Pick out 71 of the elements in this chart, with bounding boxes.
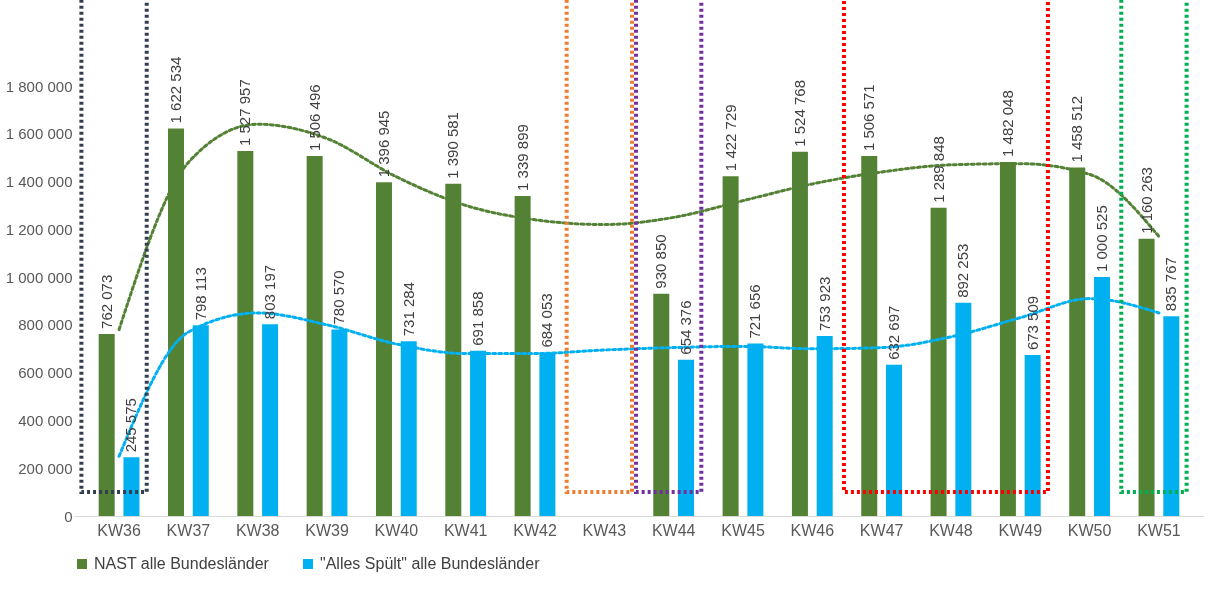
x-tick-label: KW43 (582, 521, 627, 539)
x-tick-label: KW45 (721, 521, 765, 539)
y-tick-label: 800 000 (18, 316, 73, 334)
bar (1163, 316, 1180, 516)
data-label: 1 396 945 (374, 110, 392, 178)
x-tick-label: KW49 (998, 521, 1043, 539)
data-label: 1 339 899 (513, 124, 531, 191)
bar (98, 333, 115, 516)
data-label: 1 506 571 (860, 84, 878, 152)
data-label: 721 656 (746, 284, 764, 339)
x-tick-label: KW39 (305, 521, 349, 539)
y-tick-label: 0 (64, 507, 73, 525)
legend-label: NAST alle Bundesländer (94, 555, 270, 572)
x-tick-label: KW51 (1137, 521, 1181, 539)
data-label: 1 289 848 (929, 136, 947, 203)
x-tick-label: KW38 (235, 521, 280, 539)
y-tick-label: 200 000 (18, 459, 73, 477)
x-tick-label: KW46 (790, 521, 835, 539)
legend-label: "Alles Spült" alle Bundesländer (320, 555, 541, 572)
bar (237, 150, 254, 516)
y-tick-label: 1 800 000 (5, 77, 73, 95)
data-label: 1 506 496 (305, 84, 323, 152)
data-label: 1 527 957 (236, 79, 254, 146)
bar (886, 364, 903, 516)
bar (653, 293, 670, 516)
x-tick-label: KW50 (1067, 521, 1112, 539)
data-label: 1 422 729 (721, 104, 739, 172)
x-tick-label: KW37 (166, 521, 211, 539)
data-label: 1 482 048 (998, 90, 1016, 157)
data-label: 1 524 768 (790, 80, 808, 147)
data-label: 1 622 534 (167, 56, 185, 124)
data-label: 673 509 (1023, 295, 1041, 351)
data-label: 1 160 263 (1137, 167, 1155, 234)
x-tick-label: KW40 (374, 521, 419, 539)
bar (123, 457, 140, 516)
x-tick-label: KW41 (443, 521, 488, 539)
bar (1024, 355, 1041, 516)
data-label: 780 570 (330, 270, 348, 325)
data-label: 245 575 (122, 398, 140, 453)
data-label: 762 073 (97, 274, 115, 329)
x-tick-label: KW42 (513, 521, 557, 539)
y-tick-label: 400 000 (18, 411, 73, 429)
data-label: 1 390 581 (444, 112, 462, 179)
bar (678, 359, 695, 516)
data-label: 632 697 (885, 305, 903, 360)
x-tick-label: KW44 (651, 521, 696, 539)
data-label: 803 197 (261, 264, 279, 320)
data-label: 753 923 (815, 276, 833, 331)
y-tick-label: 600 000 (18, 364, 73, 382)
data-label: 731 284 (399, 282, 417, 337)
data-label: 684 053 (538, 293, 556, 348)
y-tick-label: 1 200 000 (5, 220, 73, 238)
bar (375, 182, 392, 516)
data-label: 835 767 (1162, 257, 1180, 312)
data-label: 1 000 525 (1092, 205, 1110, 272)
y-tick-label: 1 600 000 (5, 125, 73, 143)
data-label: 1 458 512 (1068, 95, 1086, 163)
data-label: 654 376 (677, 300, 695, 355)
data-label: 892 253 (954, 243, 972, 298)
x-tick-label: KW48 (929, 521, 973, 539)
x-tick-label: KW36 (97, 521, 141, 539)
data-label: 930 850 (652, 234, 670, 289)
data-label: 691 858 (469, 291, 487, 346)
data-label: 798 113 (191, 267, 209, 321)
y-tick-label: 1 400 000 (5, 173, 73, 191)
bar (262, 324, 279, 516)
bar (306, 156, 323, 516)
y-tick-label: 1 000 000 (5, 268, 73, 286)
bar (930, 207, 947, 516)
x-tick-label: KW47 (859, 521, 904, 539)
bar (1138, 238, 1155, 516)
